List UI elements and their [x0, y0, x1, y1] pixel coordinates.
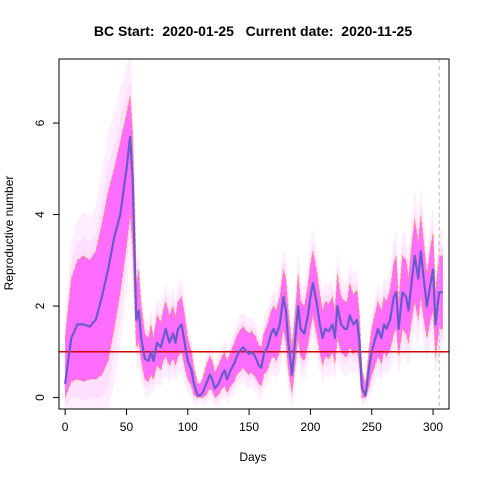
median-line	[64, 135, 443, 397]
x-tick-label: 0	[62, 420, 69, 434]
x-tick-label: 50	[120, 420, 134, 434]
x-tick-label: 150	[239, 420, 259, 434]
x-axis-label: Days	[239, 450, 266, 464]
x-tick-label: 100	[178, 420, 198, 434]
axes-layer: 0 50 100 150 200 250 300 0 2 4 6	[33, 58, 450, 434]
plot-frame	[58, 58, 450, 410]
plot-layer	[59, 54, 449, 409]
y-tick-label: 4	[33, 211, 47, 218]
x-tick-label: 300	[423, 420, 443, 434]
y-axis-label: Reproductive number	[2, 176, 16, 291]
chart-title: BC Start: 2020-01-25 Current date: 2020-…	[94, 23, 412, 39]
x-tick-label: 250	[362, 420, 382, 434]
y-tick-label: 2	[33, 302, 47, 309]
x-tick-label: 200	[300, 420, 320, 434]
y-tick-label: 0	[33, 394, 47, 401]
upper-bound-line	[64, 95, 443, 385]
y-tick-label: 6	[33, 119, 47, 126]
